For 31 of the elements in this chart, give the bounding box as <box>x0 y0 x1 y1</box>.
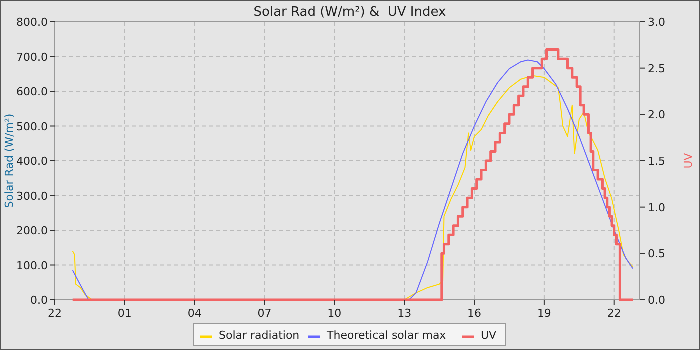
y2-tick-label: 1.5 <box>648 155 666 168</box>
y2-tick-label: 0.5 <box>648 248 666 261</box>
y-tick-label: 800.0 <box>16 16 48 29</box>
x-tick-label: 22 <box>607 307 622 320</box>
chart-title: Solar Rad (W/m²) & UV Index <box>254 5 447 20</box>
y-tick-label: 600.0 <box>16 86 48 98</box>
x-tick-label: 22 <box>48 307 62 320</box>
y2-tick-label: 3.0 <box>648 16 666 29</box>
x-tick-label: 13 <box>398 307 412 320</box>
x-tick-label: 16 <box>468 307 482 320</box>
x-tick-label: 19 <box>537 307 552 320</box>
x-tick-label: 01 <box>118 307 132 320</box>
y-tick-label: 700.0 <box>16 50 48 64</box>
y-tick-label: 400.0 <box>16 155 48 168</box>
y2-tick-label: 0.0 <box>648 294 666 307</box>
y-tick-label: 500.0 <box>16 120 48 134</box>
y2-tick-label: 2.5 <box>648 62 666 76</box>
y2-axis-title: UV <box>682 152 695 169</box>
y2-tick-label: 2.0 <box>648 108 666 122</box>
y-tick-label: 300.0 <box>16 190 48 203</box>
y2-tick-label: 1.0 <box>648 201 666 214</box>
legend-label: UV <box>481 329 498 342</box>
legend-label: Theoretical solar max <box>326 329 447 342</box>
y-axis-title: Solar Rad (W/m²) <box>3 114 16 208</box>
x-tick-label: 04 <box>188 307 202 320</box>
y-tick-label: 100.0 <box>16 259 48 272</box>
x-tick-label: 10 <box>328 307 342 320</box>
y-tick-label: 0.0 <box>30 294 48 307</box>
y-tick-label: 200.0 <box>16 224 48 238</box>
legend-label: Solar radiation <box>219 329 300 342</box>
x-tick-label: 07 <box>258 307 272 320</box>
